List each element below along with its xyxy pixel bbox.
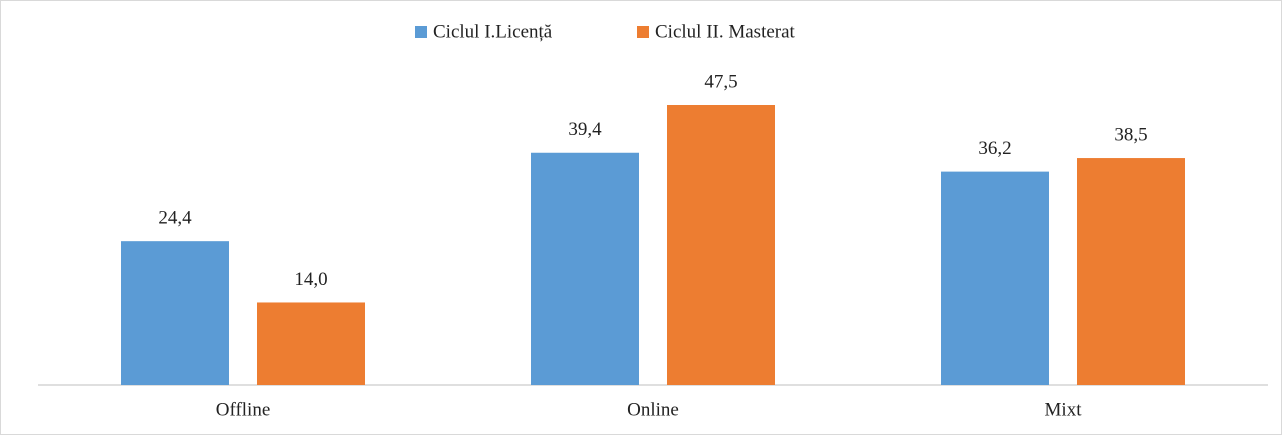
bar [121,241,229,385]
data-label: 24,4 [158,208,192,229]
data-label: 14,0 [294,269,327,290]
bar [941,171,1049,385]
data-label: 47,5 [704,71,737,92]
data-label: 39,4 [568,119,602,140]
legend-label: Ciclul II. Masterat [655,21,796,42]
data-label: 36,2 [978,138,1011,159]
bar [667,105,775,385]
x-tick-label: Mixt [1045,399,1083,420]
bar [531,152,639,385]
data-label: 38,5 [1114,124,1147,145]
legend-swatch [637,26,649,38]
legend-label: Ciclul I.Licență [433,21,553,42]
legend-swatch [415,26,427,38]
bar [257,302,365,385]
bar [1077,158,1185,385]
x-tick-label: Online [627,399,679,420]
x-tick-label: Offline [216,399,271,420]
